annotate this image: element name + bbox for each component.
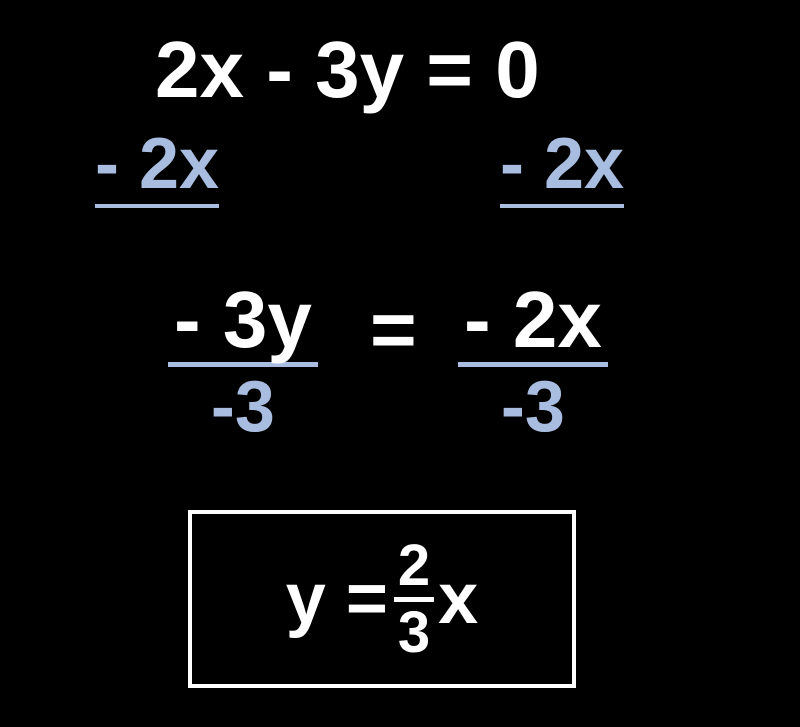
- result-denominator: 3: [398, 602, 430, 662]
- subtract-left-text: - 2x: [95, 128, 219, 208]
- division-step: - 3y -3 = - 2x -3: [150, 280, 650, 460]
- right-fraction: - 2x -3: [458, 280, 608, 443]
- left-numerator: - 3y: [168, 280, 318, 367]
- result-box: y = 2 3 x: [188, 510, 576, 688]
- equation-original: 2x - 3y = 0: [155, 30, 540, 110]
- result-equation: y = 2 3 x: [286, 537, 478, 662]
- result-fraction: 2 3: [394, 537, 434, 662]
- subtract-right-text: - 2x: [500, 128, 624, 208]
- result-numerator: 2: [394, 537, 434, 602]
- equals-sign: =: [370, 284, 417, 376]
- result-prefix: y =: [286, 558, 388, 640]
- subtract-2x-left: - 2x: [95, 128, 219, 208]
- result-suffix: x: [438, 558, 478, 640]
- left-fraction: - 3y -3: [168, 280, 318, 443]
- right-denominator: -3: [458, 367, 608, 443]
- right-numerator: - 2x: [458, 280, 608, 367]
- left-denominator: -3: [168, 367, 318, 443]
- subtract-2x-right: - 2x: [500, 128, 624, 208]
